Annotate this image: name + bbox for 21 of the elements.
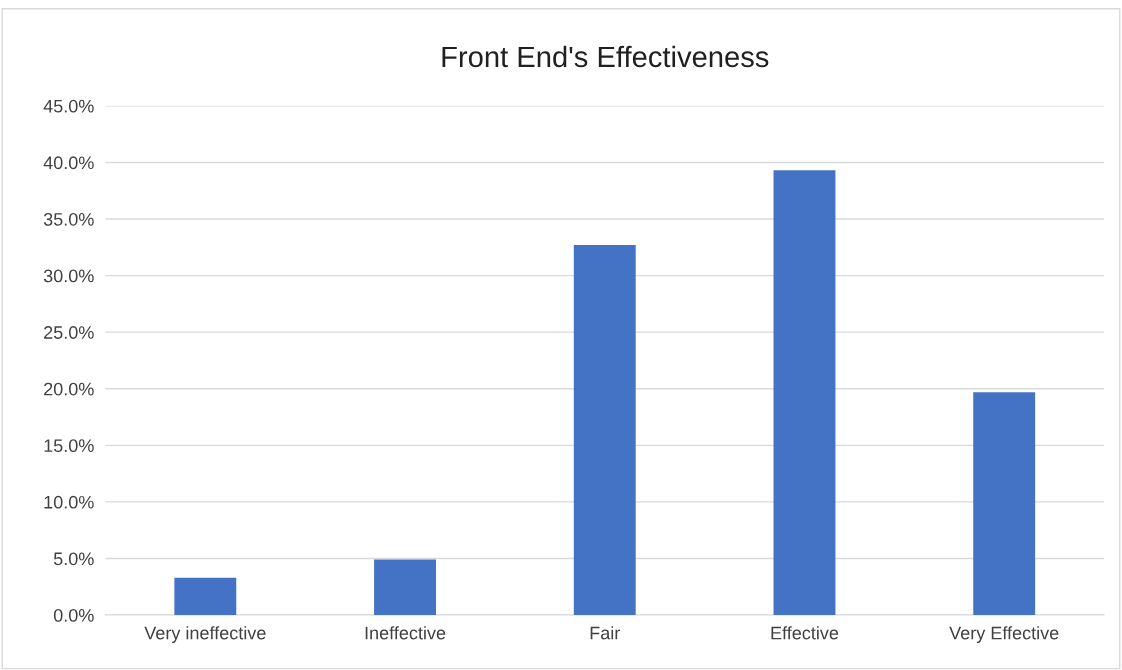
- x-tick-label: Very ineffective: [144, 626, 266, 643]
- y-tick-label: 15.0%: [44, 439, 94, 453]
- y-tick-label: 0.0%: [53, 608, 94, 622]
- bar: [174, 577, 237, 616]
- bar: [973, 392, 1036, 616]
- y-tick-label: 30.0%: [43, 269, 94, 283]
- x-tick-label: Fair: [590, 626, 621, 640]
- chart-title: Front End's Effectiveness: [442, 45, 769, 68]
- x-tick-label: Effective: [771, 626, 839, 640]
- bar: [773, 170, 836, 616]
- x-tick-label: Ineffective: [365, 626, 446, 640]
- y-tick-label: 20.0%: [44, 382, 94, 396]
- bar: [573, 245, 636, 616]
- y-tick-label: 35.0%: [43, 212, 94, 226]
- bar: [374, 559, 436, 616]
- y-tick-label: 40.0%: [43, 156, 94, 170]
- y-tick-label: 45.0%: [43, 99, 94, 113]
- y-tick-label: 5.0%: [53, 552, 94, 566]
- x-tick-label: Very Effective: [949, 626, 1059, 643]
- y-tick-label: 10.0%: [44, 495, 94, 509]
- y-tick-label: 25.0%: [44, 326, 94, 339]
